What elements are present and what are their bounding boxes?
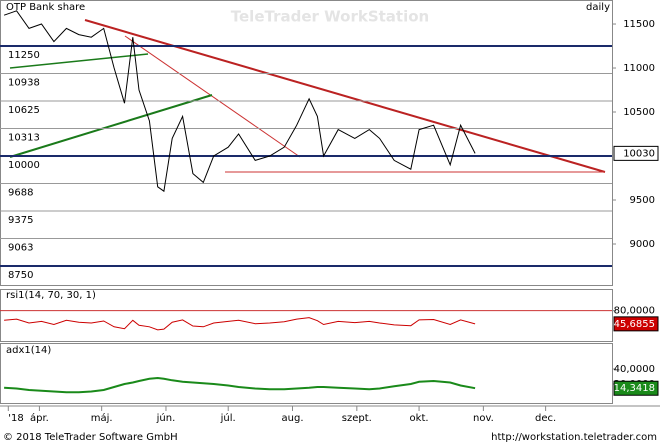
trend-line [9, 94, 213, 158]
current-value-label: 14,3418 [614, 383, 655, 394]
rsi-title: rsi1(14, 70, 30, 1) [6, 290, 96, 301]
y-tick-label: 9500 [630, 195, 655, 206]
period: daily [586, 2, 610, 13]
trend-line [124, 35, 301, 158]
current-value-label: 10030 [623, 148, 655, 159]
level-label: 9063 [8, 242, 33, 253]
rsi-panel [0, 289, 613, 342]
level-label: 9375 [8, 215, 33, 226]
current-value-box [613, 145, 659, 161]
main-panel [0, 0, 613, 286]
y-tick-label: 10500 [623, 107, 655, 118]
y-tick-label: 9000 [630, 239, 655, 250]
level-label: 10938 [8, 77, 40, 88]
level-label: 10625 [8, 105, 40, 116]
current-value-label: 45,6855 [614, 319, 655, 330]
y-tick-label: 11000 [623, 63, 655, 74]
x-tick-label: aug. [282, 413, 304, 424]
x-tick-label: dec. [535, 413, 556, 424]
adx-panel [0, 343, 613, 404]
x-tick-label: '18 [8, 413, 23, 424]
x-tick-label: ápr. [30, 412, 49, 424]
x-tick-label: szept. [342, 413, 372, 424]
level-label: 10000 [8, 160, 40, 171]
level-label: 8750 [8, 270, 33, 281]
y-tick-label: 40,0000 [614, 364, 655, 375]
copyright: © 2018 TeleTrader Software GmbH [3, 432, 178, 443]
series-line [4, 317, 476, 331]
level-label: 11250 [8, 50, 40, 61]
current-value-box [613, 380, 659, 396]
level-label: 10313 [8, 132, 40, 143]
x-tick-label: okt. [410, 413, 429, 424]
adx-title: adx1(14) [6, 345, 51, 356]
x-tick-label: júl. [220, 412, 236, 424]
url: http://workstation.teletrader.com [491, 432, 657, 443]
level-label: 9688 [8, 187, 33, 198]
x-tick-label: nov. [473, 413, 494, 424]
series-line [3, 10, 476, 193]
chart-title: OTP Bank share [6, 2, 85, 13]
trend-line [9, 53, 149, 69]
x-tick-label: jún. [156, 412, 176, 424]
series-line [4, 376, 476, 394]
y-tick-label: 11500 [623, 19, 655, 30]
x-tick-label: máj. [91, 412, 113, 424]
y-tick-label: 80,0000 [614, 306, 655, 317]
watermark: TeleTrader WorkStation [231, 8, 429, 26]
current-value-box [613, 316, 659, 332]
